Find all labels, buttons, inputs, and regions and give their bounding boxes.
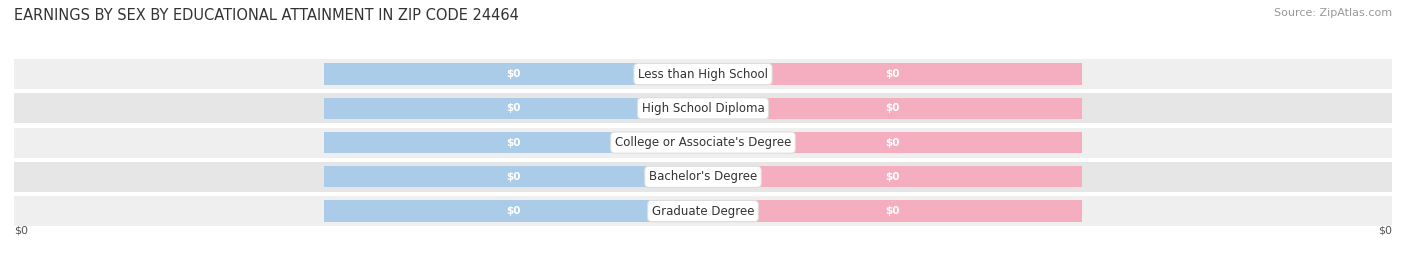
Text: College or Associate's Degree: College or Associate's Degree: [614, 136, 792, 149]
Text: Graduate Degree: Graduate Degree: [652, 204, 754, 218]
Text: Source: ZipAtlas.com: Source: ZipAtlas.com: [1274, 8, 1392, 18]
Bar: [14, 59, 1392, 89]
Text: $0: $0: [886, 172, 900, 182]
Bar: [14, 93, 1392, 123]
Bar: [323, 63, 703, 85]
Text: High School Diploma: High School Diploma: [641, 102, 765, 115]
Bar: [703, 63, 1083, 85]
Text: Bachelor's Degree: Bachelor's Degree: [650, 170, 756, 183]
Bar: [14, 196, 1392, 226]
Bar: [323, 166, 703, 187]
Text: $0: $0: [886, 206, 900, 216]
Text: $0: $0: [14, 226, 28, 236]
Bar: [703, 132, 1083, 153]
Bar: [703, 166, 1083, 187]
Text: $0: $0: [886, 69, 900, 79]
Text: $0: $0: [506, 137, 520, 148]
Bar: [14, 162, 1392, 192]
Text: Less than High School: Less than High School: [638, 68, 768, 81]
Bar: [14, 128, 1392, 158]
Text: $0: $0: [506, 103, 520, 113]
Text: $0: $0: [886, 103, 900, 113]
Text: $0: $0: [1378, 226, 1392, 236]
Bar: [703, 98, 1083, 119]
Bar: [323, 98, 703, 119]
Text: EARNINGS BY SEX BY EDUCATIONAL ATTAINMENT IN ZIP CODE 24464: EARNINGS BY SEX BY EDUCATIONAL ATTAINMEN…: [14, 8, 519, 23]
Text: $0: $0: [886, 137, 900, 148]
Text: $0: $0: [506, 69, 520, 79]
Bar: [703, 200, 1083, 222]
Text: $0: $0: [506, 172, 520, 182]
Text: $0: $0: [506, 206, 520, 216]
Bar: [323, 132, 703, 153]
Bar: [323, 200, 703, 222]
